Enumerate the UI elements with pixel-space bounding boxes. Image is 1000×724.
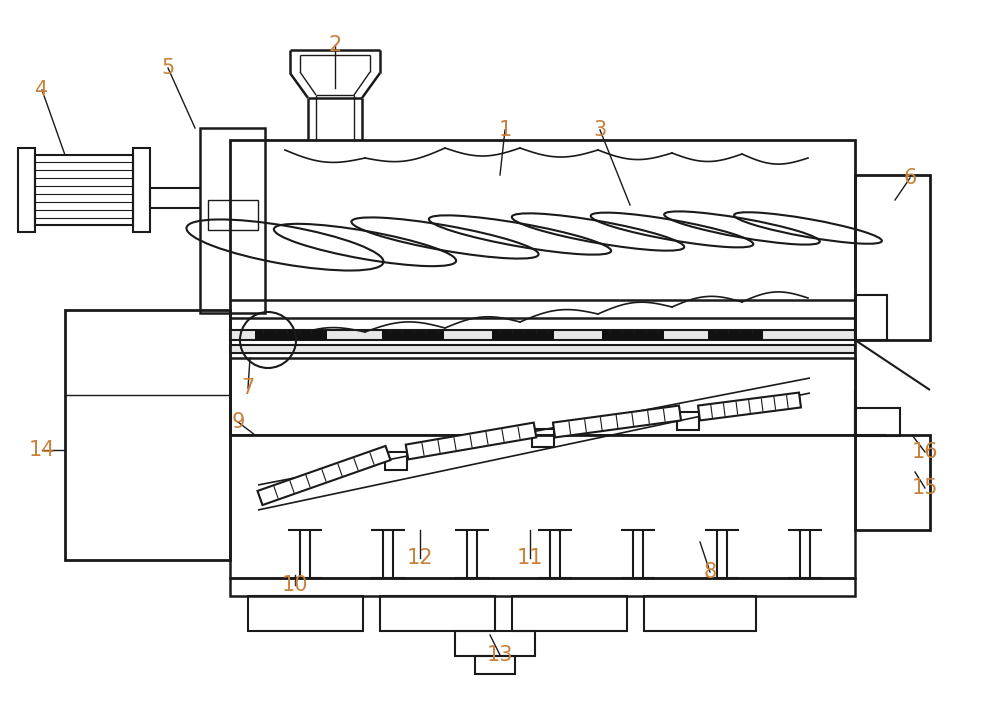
Text: 3: 3 bbox=[593, 120, 607, 140]
Bar bbox=[644, 596, 756, 631]
Bar bbox=[385, 452, 407, 470]
Bar bbox=[475, 656, 515, 674]
Bar bbox=[230, 358, 855, 578]
Bar bbox=[248, 596, 363, 631]
Bar bbox=[492, 330, 554, 340]
Bar bbox=[382, 330, 444, 340]
Text: 9: 9 bbox=[231, 412, 245, 432]
Polygon shape bbox=[258, 446, 390, 505]
Bar bbox=[380, 596, 495, 631]
Text: 5: 5 bbox=[161, 58, 175, 78]
Text: 4: 4 bbox=[35, 80, 49, 100]
Bar bbox=[602, 330, 664, 340]
Bar bbox=[512, 596, 627, 631]
Text: 11: 11 bbox=[517, 548, 543, 568]
Text: 14: 14 bbox=[29, 440, 55, 460]
Bar bbox=[18, 148, 35, 232]
Bar bbox=[855, 295, 887, 340]
Bar bbox=[855, 175, 930, 340]
Text: 1: 1 bbox=[498, 120, 512, 140]
Bar bbox=[708, 330, 763, 340]
Bar bbox=[855, 435, 930, 530]
Bar bbox=[133, 148, 150, 232]
Bar bbox=[230, 345, 855, 353]
Bar bbox=[255, 330, 327, 340]
Polygon shape bbox=[553, 405, 681, 437]
Text: 2: 2 bbox=[328, 35, 342, 55]
Bar bbox=[200, 128, 265, 313]
Polygon shape bbox=[698, 392, 801, 421]
Bar bbox=[208, 200, 258, 230]
Text: 16: 16 bbox=[912, 442, 938, 462]
Bar bbox=[455, 631, 535, 656]
Text: 10: 10 bbox=[282, 575, 308, 595]
Text: 13: 13 bbox=[487, 645, 513, 665]
Text: 7: 7 bbox=[241, 378, 255, 398]
Bar bbox=[677, 412, 699, 430]
Bar bbox=[230, 330, 855, 340]
Text: 15: 15 bbox=[912, 478, 938, 498]
Bar bbox=[35, 155, 133, 225]
Text: 6: 6 bbox=[903, 168, 917, 188]
Bar bbox=[230, 578, 855, 596]
Text: 8: 8 bbox=[703, 562, 717, 582]
Polygon shape bbox=[406, 423, 536, 460]
Text: 12: 12 bbox=[407, 548, 433, 568]
Bar bbox=[65, 310, 230, 560]
Bar bbox=[532, 429, 554, 447]
Bar bbox=[230, 140, 855, 435]
Bar bbox=[855, 408, 900, 436]
